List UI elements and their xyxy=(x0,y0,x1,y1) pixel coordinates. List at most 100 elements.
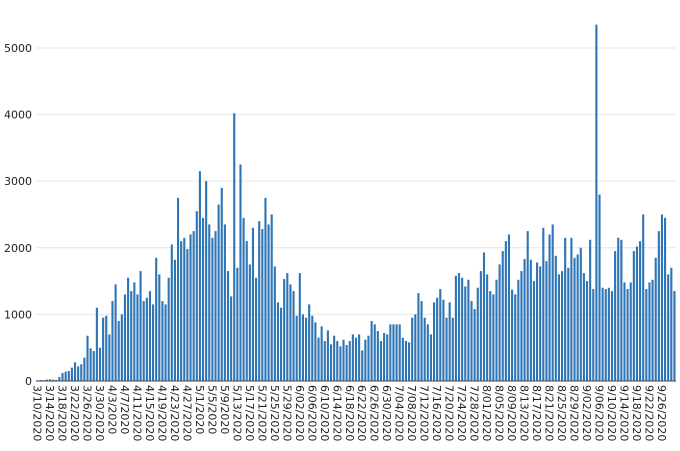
x-tick-label: 4/3/2020 xyxy=(105,385,118,434)
bar xyxy=(158,274,161,381)
x-tick-label: 6/22/2020 xyxy=(355,385,368,441)
bar xyxy=(367,335,370,381)
bar xyxy=(136,294,139,381)
bar xyxy=(273,266,276,381)
bar xyxy=(554,255,557,381)
bar xyxy=(401,337,404,381)
bar xyxy=(429,334,432,382)
bar xyxy=(595,24,598,382)
bar xyxy=(261,229,264,381)
bar xyxy=(270,214,273,381)
bar xyxy=(526,231,529,381)
bar xyxy=(582,273,585,381)
bar xyxy=(436,297,439,381)
bar xyxy=(464,286,467,381)
bar xyxy=(139,271,142,381)
bar xyxy=(295,315,298,381)
bar xyxy=(501,251,504,381)
bar xyxy=(439,289,442,381)
bar xyxy=(664,217,667,381)
bar xyxy=(564,237,567,381)
bar xyxy=(220,187,223,381)
bar xyxy=(242,217,245,381)
x-tick-label: 7/24/2020 xyxy=(455,385,468,441)
bar xyxy=(454,275,457,381)
bar xyxy=(411,317,414,381)
bar xyxy=(298,273,301,381)
bar xyxy=(176,197,180,381)
bar xyxy=(180,241,183,382)
bar xyxy=(92,351,95,381)
x-tick-label: 3/30/2020 xyxy=(93,385,106,441)
bar xyxy=(389,324,392,381)
x-tick-label: 7/08/2020 xyxy=(405,385,418,441)
x-tick-label: 6/06/2020 xyxy=(305,385,318,441)
y-tick-label: 1000 xyxy=(4,308,32,321)
bar xyxy=(239,164,242,381)
bar xyxy=(417,293,420,381)
bar xyxy=(73,362,77,381)
bar xyxy=(120,314,123,381)
bar xyxy=(470,301,473,381)
bar xyxy=(223,224,226,381)
bar xyxy=(498,264,501,381)
bar xyxy=(364,339,367,381)
bar xyxy=(205,181,208,381)
bar xyxy=(117,321,120,381)
bar xyxy=(551,224,554,381)
bar xyxy=(255,277,258,381)
bar xyxy=(445,317,448,381)
bar xyxy=(167,277,170,381)
bar xyxy=(148,291,152,381)
bar xyxy=(532,281,536,381)
x-tick-label: 3/22/2020 xyxy=(68,385,81,441)
bar xyxy=(114,284,117,381)
bar xyxy=(45,379,48,381)
x-tick-label: 7/04/2020 xyxy=(393,385,406,441)
bar xyxy=(348,341,351,381)
x-tick-label: 4/19/2020 xyxy=(155,385,168,441)
bar xyxy=(673,291,676,381)
x-tick-label: 3/14/2020 xyxy=(43,385,56,441)
bar xyxy=(170,244,173,381)
bar xyxy=(155,257,158,381)
bar xyxy=(451,317,454,381)
bar xyxy=(314,322,317,381)
bar xyxy=(248,264,251,381)
bar xyxy=(448,302,451,381)
bar xyxy=(301,314,304,381)
x-tick-label: 8/01/2020 xyxy=(480,385,493,441)
bar xyxy=(560,271,564,381)
x-tick-label: 9/06/2020 xyxy=(593,385,606,441)
bar xyxy=(201,217,205,381)
bar xyxy=(292,291,295,381)
x-tick-label: 5/9/2020 xyxy=(218,385,231,434)
bar xyxy=(133,282,136,381)
bar xyxy=(98,347,102,381)
bar xyxy=(642,214,645,381)
bar xyxy=(61,373,64,381)
bar xyxy=(376,331,379,381)
bar xyxy=(230,296,233,381)
bar xyxy=(492,294,495,381)
bar xyxy=(398,324,401,381)
bar xyxy=(383,333,386,381)
bar xyxy=(354,337,358,381)
bar xyxy=(395,324,398,381)
bar xyxy=(476,287,479,381)
bar xyxy=(420,301,423,381)
bar xyxy=(457,273,461,381)
x-tick-label: 9/02/2020 xyxy=(580,385,593,441)
bar xyxy=(592,289,595,381)
x-tick-label: 4/23/2020 xyxy=(168,385,181,441)
bar xyxy=(617,237,620,381)
bar xyxy=(323,341,326,381)
x-tick-label: 4/27/2020 xyxy=(180,385,193,441)
bar xyxy=(660,214,664,381)
x-tick-label: 8/05/2020 xyxy=(493,385,506,441)
bar xyxy=(670,267,673,381)
x-tick-label: 6/26/2020 xyxy=(368,385,381,441)
bar xyxy=(245,241,248,382)
bar xyxy=(517,279,520,381)
bar xyxy=(479,271,482,381)
